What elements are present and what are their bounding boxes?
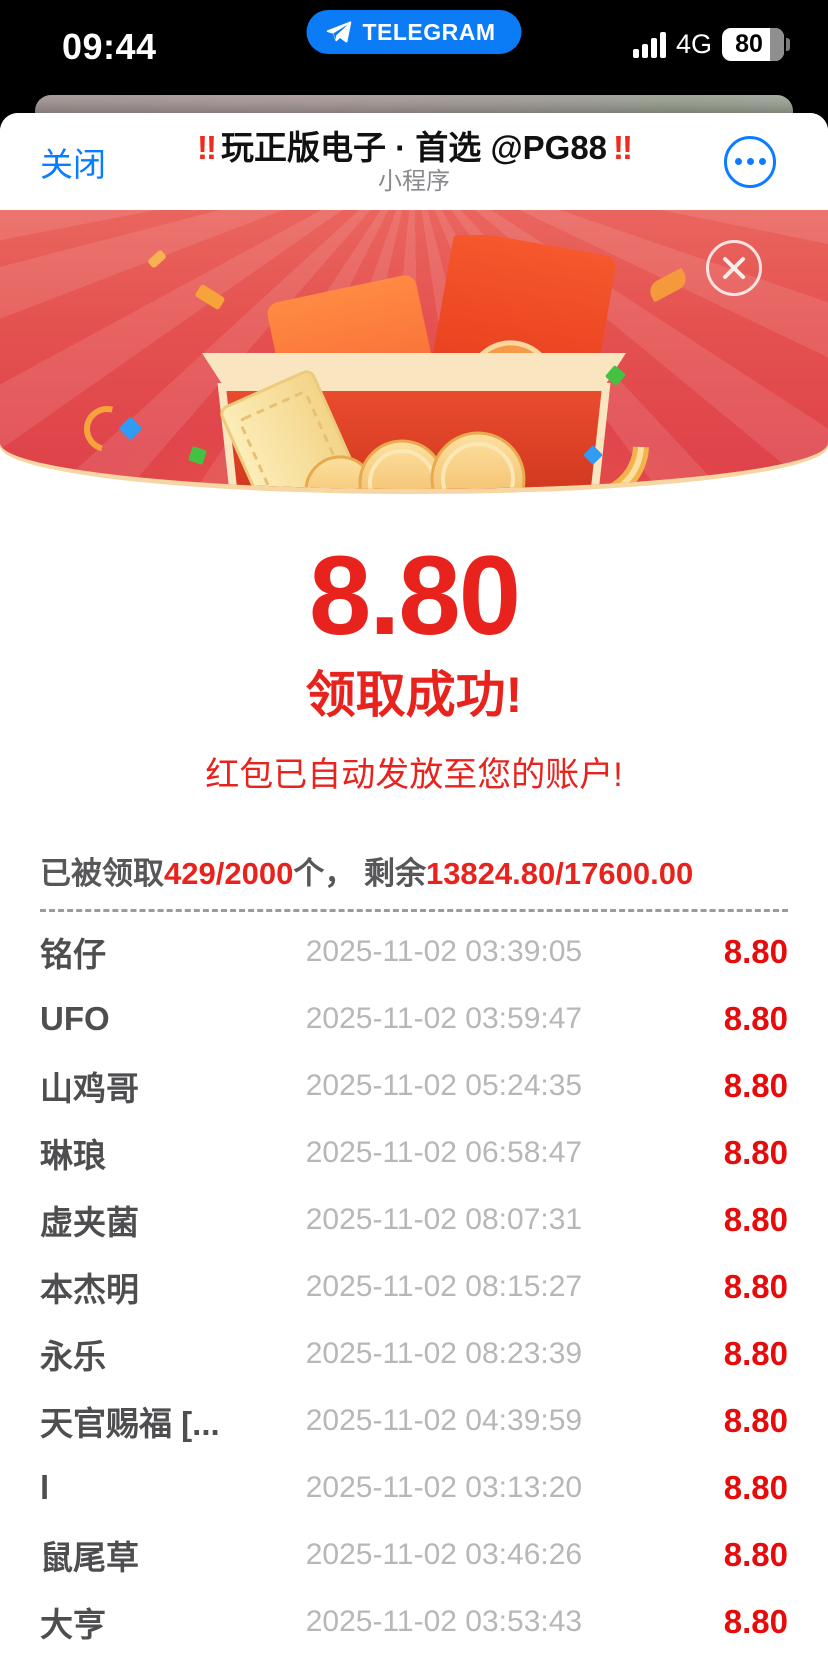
claimer-name: UFO <box>40 999 110 1037</box>
claim-timestamp: 2025-11-02 08:07:31 <box>305 1202 583 1236</box>
claimer-name: 琳琅 <box>40 1136 106 1174</box>
claimer-name: 铭仔 <box>40 935 106 973</box>
miniapp-title: ‼ 玩正版电子 · 首选 @PG88 ‼ <box>191 128 637 168</box>
claim-row: 大亨 2025-11-02 03:53:43 8.80 <box>40 1588 788 1655</box>
claim-row: 鼠尾草 2025-11-02 03:46:26 8.80 <box>40 1521 788 1588</box>
claim-timestamp: 2025-11-02 05:24:35 <box>305 1068 583 1102</box>
stats-total-count: 2000 <box>224 856 294 892</box>
telegram-plane-icon <box>326 21 352 43</box>
confetti-ribbon <box>75 397 139 461</box>
signal-strength-icon <box>632 31 666 58</box>
claimer-name: 本杰明 <box>40 1270 139 1308</box>
claim-row: 虚夹菌 2025-11-02 08:07:31 8.80 <box>40 1186 788 1253</box>
claimer-name: 天官赐福 [... <box>40 1404 220 1442</box>
claimer-name: l <box>40 1468 50 1506</box>
claim-timestamp: 2025-11-02 04:39:59 <box>305 1403 583 1437</box>
claim-row: l 2025-11-02 03:13:20 8.80 <box>40 1454 788 1521</box>
close-x-icon <box>723 257 745 279</box>
distribution-note: 红包已自动发放至您的账户! <box>205 756 623 794</box>
success-message: 领取成功! <box>305 667 523 723</box>
claim-timestamp: 2025-11-02 03:13:20 <box>305 1470 583 1504</box>
claim-amount: 8.80 <box>723 999 788 1037</box>
miniapp-subtitle: 小程序 <box>378 167 450 195</box>
miniapp-title-text: 玩正版电子 · 首选 @PG88 <box>220 128 608 166</box>
claim-row: 琳琅 2025-11-02 06:58:47 8.80 <box>40 1119 788 1186</box>
claim-timestamp: 2025-11-02 08:23:39 <box>305 1336 583 1370</box>
battery-percent: 80 <box>735 30 763 58</box>
claim-timestamp: 2025-11-02 03:46:26 <box>305 1537 583 1571</box>
alert-emoji-right: ‼ <box>613 128 633 166</box>
claim-amount: 8.80 <box>723 1401 788 1439</box>
claimer-name: 鼠尾草 <box>40 1538 139 1576</box>
claimer-name: 虚夹菌 <box>40 1203 139 1241</box>
claim-row: UFO 2025-11-02 03:59:47 8.80 <box>40 985 788 1052</box>
claim-amount: 8.80 <box>723 1267 788 1305</box>
stats-middle: 个， 剩余 <box>293 856 426 892</box>
claim-timestamp: 2025-11-02 03:39:05 <box>305 934 583 968</box>
claim-amount: 8.80 <box>723 1200 788 1238</box>
battery-depleted-section <box>770 28 784 61</box>
claim-amount: 8.80 <box>723 932 788 970</box>
status-indicators: 4G 80 <box>632 28 790 61</box>
claim-row: 山鸡哥 2025-11-02 05:24:35 8.80 <box>40 1052 788 1119</box>
claims-list: 铭仔 2025-11-02 03:39:05 8.80 UFO 2025-11-… <box>40 918 788 1659</box>
claim-timestamp: 2025-11-02 08:15:27 <box>305 1269 583 1303</box>
miniapp-header: 关闭 ‼ 玩正版电子 · 首选 @PG88 ‼ 小程序 <box>0 113 828 210</box>
claimed-amount: 8.80 <box>309 533 521 658</box>
claimer-name: 大亨 <box>40 1605 106 1643</box>
claim-row: 铭仔 2025-11-02 03:39:05 8.80 <box>40 918 788 985</box>
claim-row: 嘻嘻鞠莉 2025-11-02 04:08:17 8.80 <box>40 1655 788 1659</box>
stats-total-amount: 17600.00 <box>563 856 694 892</box>
status-time: 09:44 <box>62 26 157 67</box>
banner-wrap <box>0 210 828 494</box>
claim-amount: 8.80 <box>723 1334 788 1372</box>
close-button[interactable]: 关闭 <box>40 138 106 186</box>
claim-amount: 8.80 <box>723 1468 788 1506</box>
claim-amount: 8.80 <box>723 1133 788 1171</box>
claim-row: 天官赐福 [... 2025-11-02 04:39:59 8.80 <box>40 1387 788 1454</box>
claim-amount: 8.80 <box>723 1602 788 1640</box>
status-bar: 09:44 TELEGRAM 4G 80 <box>0 0 828 92</box>
claim-stats: 已被领取429/2000个， 剩余13824.80/17600.00 <box>40 856 694 892</box>
telegram-pill-label: TELEGRAM <box>362 18 496 45</box>
claim-timestamp: 2025-11-02 03:59:47 <box>305 1001 583 1035</box>
miniapp-sheet: 关闭 ‼ 玩正版电子 · 首选 @PG88 ‼ 小程序 <box>0 113 828 1659</box>
red-envelope-illustration <box>202 235 649 489</box>
claimer-name: 永乐 <box>40 1337 106 1375</box>
claim-row: 本杰明 2025-11-02 08:15:27 8.80 <box>40 1253 788 1320</box>
dashed-divider <box>40 909 788 913</box>
stats-remaining-amount: 13824.80 <box>425 856 556 892</box>
network-type-label: 4G <box>675 29 712 59</box>
miniapp-title-block: ‼ 玩正版电子 · 首选 @PG88 ‼ 小程序 <box>191 128 637 196</box>
claim-amount: 8.80 <box>723 1066 788 1104</box>
more-options-button[interactable] <box>724 135 776 188</box>
battery-icon: 80 <box>722 28 784 61</box>
claim-row: 永乐 2025-11-02 08:23:39 8.80 <box>40 1320 788 1387</box>
red-envelope-banner <box>0 210 828 489</box>
banner-close-button[interactable] <box>706 240 762 296</box>
claim-timestamp: 2025-11-02 03:53:43 <box>305 1604 583 1638</box>
battery-cap <box>786 38 790 51</box>
stats-prefix: 已被领取 <box>40 856 164 892</box>
claim-timestamp: 2025-11-02 06:58:47 <box>305 1135 583 1169</box>
claim-amount: 8.80 <box>723 1535 788 1573</box>
claim-result: 8.80 领取成功! 红包已自动发放至您的账户! <box>0 540 828 794</box>
alert-emoji-left: ‼ <box>197 128 217 166</box>
claimer-name: 山鸡哥 <box>40 1069 139 1107</box>
stats-claimed-count: 429 <box>164 856 216 892</box>
telegram-pill-button[interactable]: TELEGRAM <box>306 10 522 54</box>
